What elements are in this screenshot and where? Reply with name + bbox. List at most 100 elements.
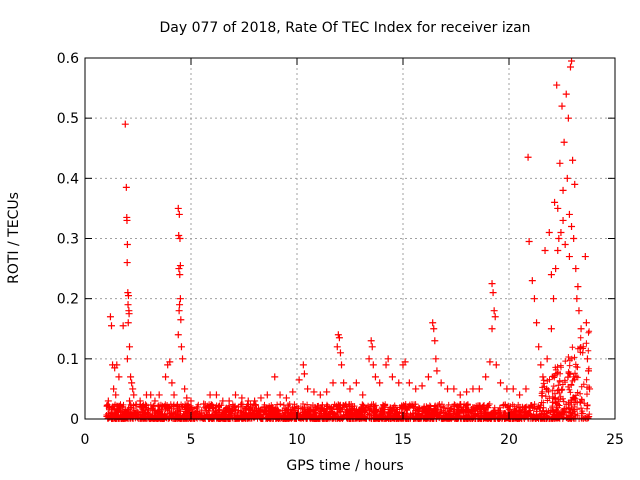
y-axis-label: ROTI / TECUs (6, 192, 22, 284)
data-point (431, 337, 439, 345)
data-point (525, 238, 533, 246)
data-point (176, 235, 184, 242)
data-point (491, 313, 499, 321)
data-point (359, 391, 367, 399)
data-point (316, 391, 324, 399)
x-tick-label: 15 (394, 432, 412, 448)
data-point (333, 343, 341, 351)
data-point (105, 403, 113, 411)
data-point (376, 379, 384, 387)
x-tick-label: 20 (500, 432, 518, 448)
data-point (569, 156, 577, 164)
data-point (368, 343, 376, 351)
data-point (174, 331, 182, 339)
data-point (554, 247, 562, 255)
data-point (162, 373, 170, 381)
data-point (121, 120, 129, 128)
data-point (365, 355, 373, 363)
data-point (575, 307, 583, 315)
data-point (175, 231, 183, 239)
data-point (430, 325, 438, 333)
data-point (450, 385, 458, 393)
data-point (579, 343, 587, 351)
data-point (232, 391, 240, 399)
data-point (401, 358, 409, 366)
background-scatter-cloud (103, 328, 593, 422)
data-point (183, 394, 191, 402)
data-point (553, 81, 561, 89)
data-point (335, 334, 343, 342)
data-point (570, 235, 578, 242)
data-point (565, 210, 573, 218)
data-point (557, 228, 565, 236)
data-point (382, 361, 390, 369)
data-point (369, 361, 377, 369)
y-tick-label: 0.5 (57, 111, 79, 127)
data-point (166, 358, 174, 366)
data-point (263, 391, 271, 399)
x-tick-label: 0 (81, 432, 90, 448)
x-tick-label: 25 (606, 432, 624, 448)
data-point (177, 316, 185, 324)
data-point (573, 295, 581, 303)
data-point (176, 262, 184, 270)
data-point (469, 385, 477, 393)
data-point (176, 295, 184, 303)
data-point (136, 397, 144, 405)
data-point (537, 361, 545, 369)
data-point (175, 265, 183, 273)
x-tick-label: 10 (288, 432, 306, 448)
data-point (571, 180, 579, 188)
data-point (565, 253, 573, 261)
data-point (412, 385, 420, 393)
data-point (488, 280, 496, 288)
data-point (181, 385, 189, 393)
data-point (340, 379, 348, 387)
data-point (489, 289, 497, 297)
data-point (530, 295, 538, 303)
data-point (552, 265, 560, 273)
data-point (151, 397, 159, 405)
data-point (238, 394, 246, 402)
data-point (384, 355, 392, 363)
data-points (104, 57, 594, 411)
data-point (124, 289, 132, 297)
data-point (206, 391, 214, 399)
y-tick-label: 0.3 (57, 232, 79, 248)
data-point (463, 388, 471, 396)
data-point (271, 373, 279, 381)
y-tick-label: 0.1 (57, 352, 79, 368)
data-point (424, 373, 432, 381)
data-point (492, 361, 500, 369)
data-point (582, 319, 590, 327)
data-point (338, 361, 346, 369)
x-axis-label: GPS time / hours (286, 458, 403, 474)
data-point (129, 385, 137, 393)
data-point (175, 307, 183, 315)
data-point (123, 241, 131, 249)
data-point (475, 385, 483, 393)
data-point (276, 391, 284, 399)
data-point (225, 397, 233, 405)
data-point (524, 153, 532, 161)
y-tick-label: 0 (70, 412, 79, 428)
data-point (168, 379, 176, 387)
data-point (295, 376, 303, 384)
x-tick-label: 5 (187, 432, 196, 448)
data-point (124, 319, 132, 327)
data-point (334, 331, 342, 339)
data-point (581, 253, 589, 261)
data-point (437, 379, 445, 387)
data-point (418, 382, 426, 390)
data-point (528, 277, 536, 285)
data-point (289, 388, 297, 396)
data-point (395, 379, 403, 387)
data-point (559, 216, 567, 224)
data-point (128, 379, 136, 387)
data-point (122, 183, 130, 191)
data-point (179, 355, 187, 363)
data-point (563, 174, 571, 182)
data-point (299, 361, 307, 369)
data-point (200, 400, 208, 408)
